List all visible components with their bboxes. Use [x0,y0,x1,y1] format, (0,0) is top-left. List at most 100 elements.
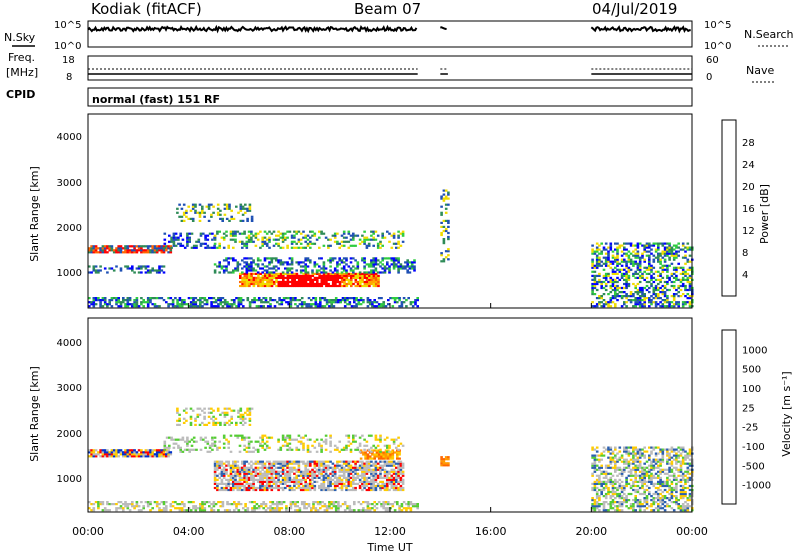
power-cell-289 [316,303,320,306]
power-cb-tick-6: 4 [742,270,748,281]
vel-cell-1496 [399,484,403,488]
power-cell-1446 [259,246,262,249]
power-cell-1779 [444,197,448,200]
power-cell-943 [340,280,344,284]
vel-cell-1603 [229,450,233,453]
vel-cell-972 [293,480,296,483]
vel-cell-739 [245,460,249,463]
vel-cell-755 [250,476,253,479]
vel-cell-43 [128,509,132,512]
power-cell-1672 [194,211,197,214]
vel-cell-2242 [632,505,635,508]
vel-cell-1451 [390,474,394,477]
vel-cell-2183 [623,484,626,488]
power-cell-940 [338,274,342,277]
power-cell-917 [331,282,335,286]
power-cell-2362 [668,301,671,304]
vel-cell-2387 [648,468,651,471]
vel-cell-1513 [401,472,405,475]
power-cell-350 [366,305,370,308]
power-cell-2150 [638,268,642,271]
vel-cell-2316 [638,464,642,467]
vel-cell-567 [211,436,214,439]
vel-cell-927 [284,480,287,483]
vel-cell-1014 [302,478,305,481]
vel-cell-66 [151,507,154,510]
power-cell-1826 [593,266,597,269]
power-cell-1703 [219,213,222,216]
vel-cell-2249 [632,474,635,477]
power-cell-256 [289,299,293,302]
power-cell-888 [320,280,324,284]
vel-cell-146 [223,509,227,512]
vel-cell-1703 [309,438,312,441]
power-cell-2360 [668,305,671,308]
vel-cell-152 [230,503,234,506]
power-cell-1012 [365,276,369,279]
power-cell-581 [155,269,159,272]
vel-cell-2220 [627,460,631,463]
power-cell-2459 [681,244,685,247]
vel-cell-741 [247,486,251,490]
power-cell-1684 [201,207,204,210]
power-cell-1729 [241,219,245,222]
power-cell-916 [331,284,335,288]
power-cell-2438 [679,288,683,292]
vel-cell-2219 [627,462,631,465]
vel-cell-901 [277,462,280,465]
power-cell-1367 [408,265,412,268]
vel-cell-1692 [302,446,305,449]
power-cell-1825 [593,270,597,273]
vel-cell-1689 [299,440,303,443]
power-cell-1010 [365,280,369,284]
vel-cell-231 [298,507,302,510]
power-cell-849 [304,276,308,279]
power-cell-1508 [295,230,298,233]
vel-cell-1330 [365,462,369,465]
power-cell-1240 [336,261,339,264]
vel-cell-1112 [322,484,326,488]
vel-cell-561 [208,446,212,449]
vel-cell-1444 [388,460,391,463]
vel-cell-417 [117,455,120,458]
power-cell-2187 [643,248,646,251]
power-cell-1601 [367,244,371,247]
vel-cell-1705 [313,446,317,449]
power-cell-2095 [632,254,635,257]
power-cell-1356 [404,267,407,270]
vel-cell-275 [334,509,338,512]
vel-cell-369 [416,505,419,508]
power-cell-2107 [634,272,637,275]
vel-cell-439 [131,453,134,456]
vel-cell-835 [265,478,269,481]
power-cell-362 [373,299,376,302]
power-cell-1434 [250,238,253,241]
power-cell-558 [131,267,134,270]
vel-cell-1086 [315,462,319,465]
power-cell-1853 [598,278,601,281]
power-cell-1174 [290,263,294,266]
vel-cell-728 [245,488,249,492]
power-cell-1109 [250,257,253,260]
power-cell-2359 [666,242,669,245]
power-cell-665 [239,280,242,284]
vel-cell-1636 [259,444,262,447]
power-cell-585 [158,265,161,268]
power-cell-1151 [275,257,278,260]
vel-cell-191 [269,507,272,510]
vel-cell-1891 [239,415,243,418]
vel-cell-781 [254,462,258,465]
vel-cell-7 [94,501,98,504]
vel-cell-801 [259,470,262,473]
power-cell-709 [254,280,258,284]
power-cell-634 [192,246,196,249]
power-cell-375 [387,303,390,306]
power-cell-1401 [229,230,233,233]
power-cell-1538 [313,232,317,235]
vel-cell-820 [263,486,267,490]
power-cell-1857 [598,262,601,265]
power-cell-2177 [643,297,646,300]
vel-cell-843 [268,486,271,490]
vel-cell-1970 [595,507,599,510]
power-cell-1710 [225,217,229,220]
